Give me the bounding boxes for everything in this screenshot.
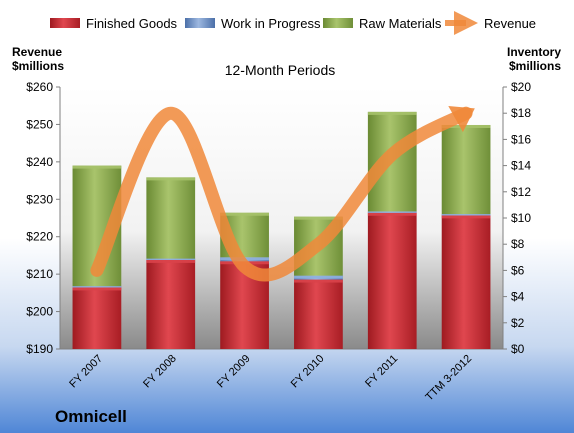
left-axis-ticks: $190 $200 $210 $220 $230 $240 $250 $260 xyxy=(26,80,60,356)
bar-finished-goods-top-edge xyxy=(294,279,343,283)
bar-raw-materials-top-edge xyxy=(72,165,122,169)
left-axis-label-line1: Revenue xyxy=(12,45,62,59)
left-tick-label: $230 xyxy=(26,192,53,206)
revenue-line xyxy=(90,106,473,282)
bar-finished-goods-top-edge xyxy=(72,287,122,291)
revenue-series xyxy=(90,105,475,282)
bar-work-in-progress-top-edge xyxy=(441,214,491,216)
legend-swatch-raw-materials xyxy=(323,18,353,28)
bar-work-in-progress-top-edge xyxy=(367,211,417,213)
bar-finished-goods xyxy=(72,287,122,349)
bar-finished-goods-top-edge xyxy=(367,212,417,216)
legend: Finished Goods Work in Progress Raw Mate… xyxy=(50,11,536,35)
bar-raw-materials-top-edge xyxy=(220,212,269,216)
right-tick-label: $0 xyxy=(511,342,525,356)
right-tick-label: $14 xyxy=(511,159,531,173)
legend-label-work-in-progress: Work in Progress xyxy=(221,16,321,31)
left-tick-label: $220 xyxy=(26,230,53,244)
bar-work-in-progress-top-edge xyxy=(294,275,343,279)
right-tick-label: $20 xyxy=(511,80,531,94)
bar-finished-goods-top-edge xyxy=(441,215,491,219)
left-tick-label: $190 xyxy=(26,342,53,356)
right-tick-label: $8 xyxy=(511,237,525,251)
chart-subtitle: 12-Month Periods xyxy=(225,62,336,78)
legend-label-raw-materials: Raw Materials xyxy=(359,16,442,31)
bar-raw-materials-top-edge xyxy=(367,111,417,115)
left-tick-label: $260 xyxy=(26,80,53,94)
bar-work-in-progress-top-edge xyxy=(146,258,196,260)
legend-swatch-finished-goods xyxy=(50,18,80,28)
left-tick-label: $200 xyxy=(26,305,53,319)
right-axis-ticks: $0 $2 $4 $6 $8 $10 $12 $14 $16 $18 $20 xyxy=(503,80,531,356)
right-tick-label: $16 xyxy=(511,132,531,146)
right-tick-label: $10 xyxy=(511,211,531,225)
right-axis-label-line1: Inventory xyxy=(507,45,561,59)
legend-label-revenue: Revenue xyxy=(484,16,536,31)
legend-label-finished-goods: Finished Goods xyxy=(86,16,178,31)
bar-finished-goods xyxy=(367,212,417,349)
left-tick-label: $250 xyxy=(26,117,53,131)
right-tick-label: $12 xyxy=(511,185,531,199)
bar-raw-materials xyxy=(441,124,491,215)
legend-swatch-work-in-progress xyxy=(185,18,215,28)
bar-work-in-progress-top-edge xyxy=(72,286,122,288)
bar-raw-materials-top-edge xyxy=(294,216,343,220)
bar-finished-goods xyxy=(146,259,196,349)
bar-finished-goods-top-edge xyxy=(146,259,196,263)
bar-finished-goods xyxy=(294,279,343,349)
left-tick-label: $240 xyxy=(26,155,53,169)
bar-raw-materials-top-edge xyxy=(441,124,491,128)
left-axis-label-line2: $millions xyxy=(12,59,64,73)
right-tick-label: $4 xyxy=(511,290,525,304)
right-axis-label-line2: $millions xyxy=(509,59,561,73)
bar-raw-materials-top-edge xyxy=(146,177,196,181)
company-name: Omnicell xyxy=(55,407,127,426)
revenue-arrowhead xyxy=(448,105,475,133)
right-tick-label: $6 xyxy=(511,263,525,277)
right-tick-label: $2 xyxy=(511,316,525,330)
bar-raw-materials xyxy=(146,177,196,259)
left-tick-label: $210 xyxy=(26,267,53,281)
bar-finished-goods xyxy=(441,215,491,349)
right-tick-label: $18 xyxy=(511,106,531,120)
